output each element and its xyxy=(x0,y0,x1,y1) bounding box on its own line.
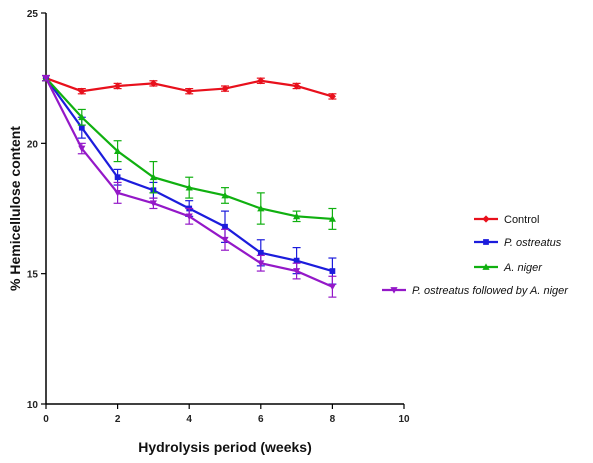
data-point xyxy=(185,213,193,220)
series-layer xyxy=(42,74,337,298)
axes: 0 2 4 6 8 10 10 15 20 25 xyxy=(27,9,410,425)
data-point xyxy=(222,223,228,230)
x-tick-label: 2 xyxy=(115,414,121,425)
y-tick-label: 10 xyxy=(27,400,39,411)
data-point xyxy=(257,77,265,85)
legend-swatch-marker xyxy=(482,263,490,270)
legend-item-1: P. ostreatus xyxy=(474,237,562,249)
y-tick-label: 20 xyxy=(27,139,39,150)
data-point xyxy=(78,113,86,121)
legend-label-part: P. ostreatus xyxy=(504,237,562,249)
legend-label: P. ostreatus xyxy=(504,237,562,249)
legend-label-part: P. ostreatus xyxy=(412,285,470,297)
series-line xyxy=(45,77,333,273)
x-tick-label: 0 xyxy=(43,414,49,425)
data-point xyxy=(328,283,336,291)
y-tick-label: 25 xyxy=(27,9,39,20)
data-point xyxy=(149,173,157,181)
legend-label-part: A. niger xyxy=(529,285,569,297)
legend-swatch-marker xyxy=(482,215,490,223)
data-point xyxy=(257,204,265,212)
legend-label-part: A. niger xyxy=(503,262,543,274)
y-tick-label: 15 xyxy=(27,270,39,281)
data-point xyxy=(114,189,122,197)
data-point xyxy=(328,215,336,222)
data-point xyxy=(78,124,85,131)
data-point xyxy=(221,236,229,244)
data-point xyxy=(149,79,157,87)
data-point xyxy=(149,200,157,207)
series-3 xyxy=(42,74,337,298)
data-point xyxy=(114,147,122,155)
data-point xyxy=(78,87,86,95)
data-point xyxy=(257,249,264,256)
x-tick-label: 4 xyxy=(186,414,192,425)
legend-label: Control xyxy=(504,214,539,226)
data-point xyxy=(114,82,122,90)
data-point xyxy=(221,191,229,199)
legend-label-part: followed by xyxy=(469,285,530,297)
legend-item-2: A. niger xyxy=(474,262,543,274)
x-tick-label: 8 xyxy=(330,414,336,425)
data-point xyxy=(114,174,121,181)
data-point xyxy=(328,92,336,101)
y-axis-title: % Hemicellulose content xyxy=(7,126,23,291)
series-0 xyxy=(42,74,337,101)
data-point xyxy=(293,82,301,90)
x-axis-title: Hydrolysis period (weeks) xyxy=(138,439,312,455)
x-tick-label: 10 xyxy=(398,414,410,425)
legend-item-0: Control xyxy=(474,214,539,226)
legend-swatch-marker xyxy=(390,287,398,294)
legend-item-3: P. ostreatus followed by A. niger xyxy=(382,285,569,297)
data-point xyxy=(42,75,50,82)
data-point xyxy=(185,184,193,191)
data-point xyxy=(78,145,86,153)
x-tick-label: 6 xyxy=(258,414,264,425)
legend-label-part: Control xyxy=(504,214,539,226)
data-point xyxy=(293,268,301,275)
data-point xyxy=(257,260,265,267)
data-point xyxy=(293,212,301,220)
data-point xyxy=(293,257,300,264)
legend-swatch-marker xyxy=(483,239,489,245)
data-point xyxy=(221,84,229,93)
data-point xyxy=(185,87,193,95)
legend-label: A. niger xyxy=(503,262,543,274)
legend-label: P. ostreatus followed by A. niger xyxy=(412,285,569,297)
data-point xyxy=(329,268,336,274)
